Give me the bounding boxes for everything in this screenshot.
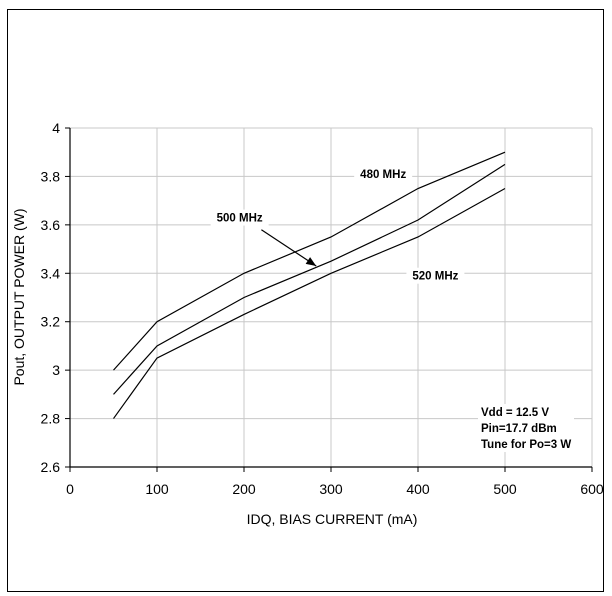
x-tick-label: 500	[493, 481, 517, 497]
y-tick-label: 3.8	[41, 168, 61, 184]
arrow-line	[261, 229, 317, 267]
annotation-bg	[478, 404, 574, 420]
x-tick-label: 400	[406, 481, 430, 497]
series-line	[113, 163, 506, 395]
y-axis-title: Pout, OUTPUT POWER (W)	[11, 208, 27, 385]
series-label: 500 MHz	[217, 213, 263, 225]
annotation-bg	[478, 420, 574, 436]
y-tick-label: 3	[52, 362, 60, 378]
y-tick-label: 2.8	[41, 411, 61, 427]
annotation-line: Pin=17.7 dBm	[481, 423, 557, 435]
annotation-bg	[478, 436, 574, 452]
series-label: 480 MHz	[360, 169, 406, 181]
annotation-line: Vdd = 12.5 V	[481, 407, 549, 419]
y-tick-label: 4	[52, 120, 60, 136]
x-tick-label: 0	[66, 481, 74, 497]
x-tick-label: 600	[580, 481, 604, 497]
tick-labels: 2.6 2.8 3 3.2 3.4 3.6 3.8 4 0 100 200 300 400 500 600	[41, 120, 604, 497]
axes	[65, 127, 593, 472]
y-tick-label: 3.4	[41, 265, 61, 281]
annotation-line: Tune for Po=3 W	[481, 439, 571, 451]
series-label: 520 MHz	[412, 271, 458, 283]
x-tick-label: 300	[319, 481, 343, 497]
arrow-head	[305, 257, 317, 267]
series-labels: 480 MHz 500 MHz 520 MHz	[210, 166, 465, 284]
series-line	[113, 188, 506, 419]
series-label-bg	[406, 267, 465, 284]
conditions-annotation: Vdd = 12.5 V Pin=17.7 dBm Tune for Po=3 W	[478, 404, 574, 452]
y-tick-label: 3.2	[41, 314, 61, 330]
x-axis-title: IDQ, BIAS CURRENT (mA)	[247, 511, 418, 527]
series-line	[113, 151, 506, 371]
series-label-bg	[210, 209, 269, 226]
series-label-bg	[354, 166, 413, 183]
y-tick-label: 2.6	[41, 459, 61, 475]
x-tick-label: 200	[232, 481, 256, 497]
y-tick-label: 3.6	[41, 217, 61, 233]
x-tick-label: 100	[145, 481, 169, 497]
series-lines	[113, 151, 506, 419]
